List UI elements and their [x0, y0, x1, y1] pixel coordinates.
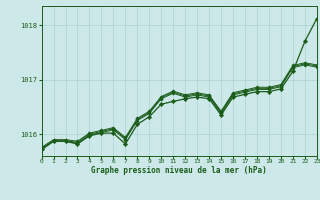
- X-axis label: Graphe pression niveau de la mer (hPa): Graphe pression niveau de la mer (hPa): [91, 166, 267, 175]
